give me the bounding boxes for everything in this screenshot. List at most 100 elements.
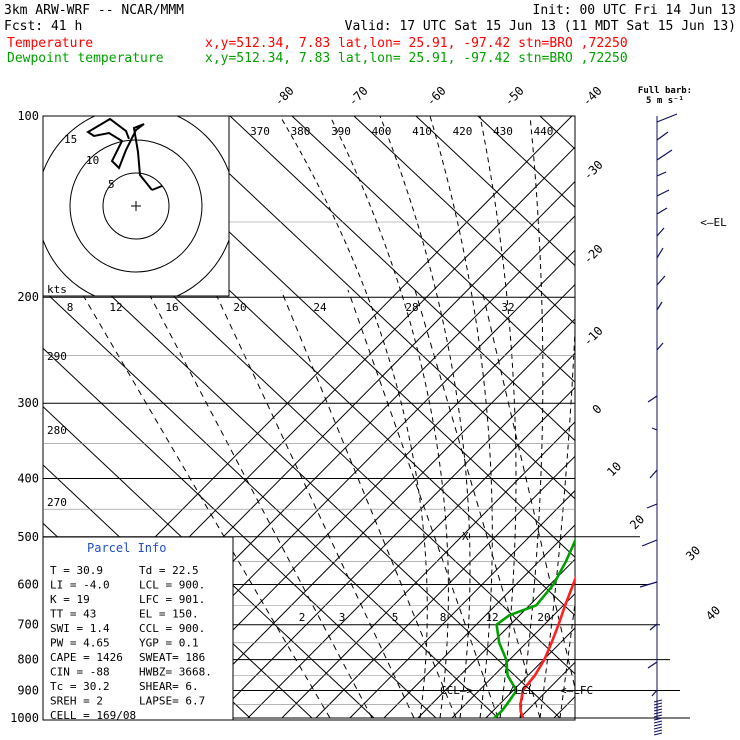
parcel-crossing-marker: X xyxy=(462,530,469,543)
parcel-row-right: EL = 150. xyxy=(139,608,199,621)
dry-adiabat-line xyxy=(43,231,561,719)
isotherm-right-label: 0 xyxy=(590,402,605,417)
wind-barb-surface xyxy=(653,729,663,733)
moist-adiabat-line xyxy=(479,116,517,719)
isotherm-line xyxy=(213,352,575,719)
theta-e-label: 410 xyxy=(412,125,432,138)
parcel-row-left: PW = 4.65 xyxy=(50,637,110,650)
dry-adiabat-line xyxy=(415,116,575,267)
mixing-ratio-upper-label: 12 xyxy=(109,301,122,314)
hodograph: 5 10 15 kts xyxy=(42,115,230,297)
wind-barb xyxy=(656,149,673,161)
wind-barb xyxy=(651,689,658,697)
parcel-row-left: CAPE = 1426 xyxy=(50,651,123,664)
parcel-row-left: CIN = -88 xyxy=(50,666,110,679)
wind-barb-surface xyxy=(653,699,663,703)
wind-barb xyxy=(656,227,665,237)
theta-e-label: 380 xyxy=(291,125,311,138)
wind-barb xyxy=(656,301,663,311)
isotherm-right-label: -20 xyxy=(581,242,606,267)
mixing-ratio-upper-label: 32 xyxy=(501,301,514,314)
mixing-ratio-lower-label: 20 xyxy=(537,611,550,624)
wind-barb xyxy=(646,503,658,509)
parcel-row-right: CCL = 900. xyxy=(139,622,205,635)
dewpoint-legend-label: Dewpoint temperature xyxy=(7,51,164,66)
dry-adiabat-line xyxy=(353,116,575,325)
mixing-ratio-lower-label: 8 xyxy=(440,611,447,624)
moist-adiabat-line xyxy=(539,318,575,719)
wind-barb-surface xyxy=(653,723,663,727)
pressure-label-1000: 1000 xyxy=(10,711,39,725)
mixing-ratio-lower-label: 2 xyxy=(299,611,306,624)
parcel-info-panel: Parcel Info T = 30.9 Td = 22.5 LI = -4.0 LC… xyxy=(42,536,234,722)
isotherm-line xyxy=(417,558,575,719)
lfc-marker: <–LFC xyxy=(560,684,593,697)
wind-barb-surface xyxy=(653,705,663,709)
isotherm-right-label: 20 xyxy=(627,512,647,532)
mixing-ratio-upper-label: 20 xyxy=(233,301,246,314)
temperature-legend-label: Temperature xyxy=(7,36,93,51)
header: 3km ARW-WRF -- NCAR/MMM Init: 00 UTC Fri… xyxy=(4,3,736,66)
hodograph-ring-label-15: 15 xyxy=(64,133,77,146)
isotherm-right-label: -10 xyxy=(581,324,606,349)
parcel-row-left: TT = 43 xyxy=(50,608,96,621)
pressure-label-400: 400 xyxy=(17,471,39,485)
parcel-info-box xyxy=(42,536,234,721)
wind-barb-surface xyxy=(653,702,663,706)
dry-adiabat-label: 280 xyxy=(47,424,67,437)
pressure-label-300: 300 xyxy=(17,396,39,410)
isotherm-line xyxy=(315,455,575,719)
wind-barb xyxy=(647,395,658,403)
theta-e-label: 400 xyxy=(372,125,392,138)
mixing-ratio-line xyxy=(213,289,415,719)
moist-adiabat-line xyxy=(329,116,449,719)
wind-barb-surface xyxy=(653,726,663,730)
isotherm-top-label: -70 xyxy=(346,84,371,109)
temperature-legend-info: x,y=512.34, 7.83 lat,lon= 25.91, -97.42 … xyxy=(205,36,628,51)
isotherm-line xyxy=(485,627,575,719)
lcl-marker: /LCL xyxy=(508,684,535,697)
barb-legend-unit: 5 m s⁻¹ xyxy=(646,96,684,106)
parcel-row-left: K = 19 xyxy=(50,593,90,606)
theta-e-label: 440 xyxy=(534,125,554,138)
isotherm-line xyxy=(383,524,575,719)
init-time: Init: 00 UTC Fri 14 Jun 13 xyxy=(533,3,737,18)
parcel-row-left: LI = -4.0 xyxy=(50,579,110,592)
wind-barb xyxy=(656,171,667,177)
parcel-row-right: LFC = 901. xyxy=(139,593,205,606)
dry-adiabat-line xyxy=(664,116,740,718)
dry-adiabat-label: 270 xyxy=(47,496,67,509)
isotherm-line xyxy=(553,695,575,719)
isotherm-line xyxy=(519,661,575,719)
mixing-ratio-lower-label: 12 xyxy=(485,611,498,624)
hodograph-speed-label: kts xyxy=(47,283,67,296)
parcel-row-right: HWBZ= 3668. xyxy=(139,666,212,679)
wind-barb xyxy=(656,275,666,286)
dry-adiabat-label: 290 xyxy=(47,350,67,363)
wind-barb xyxy=(656,131,669,141)
wind-barb-column: Full barb: 5 m s⁻¹ xyxy=(638,86,692,736)
moist-adiabat-line xyxy=(580,116,680,718)
parcel-row-right: LCL = 900. xyxy=(139,579,205,592)
pressure-label-700: 700 xyxy=(17,618,39,632)
theta-e-label: 370 xyxy=(250,125,270,138)
wind-barb-surface xyxy=(653,720,663,724)
parcel-row-left: Tc = 30.2 xyxy=(50,680,110,693)
mixing-ratio-upper-label: 24 xyxy=(313,301,327,314)
dry-adiabat-line xyxy=(43,289,499,719)
dry-adiabat-line xyxy=(477,116,575,208)
valid-time: Valid: 17 UTC Sat 15 Jun 13 (11 MDT Sat … xyxy=(345,19,736,34)
wind-barb xyxy=(639,581,658,588)
dry-adiabat-line xyxy=(539,116,575,150)
parcel-row-right: LAPSE= 6.7 xyxy=(139,695,205,708)
dry-adiabat-line xyxy=(602,116,740,718)
wind-barb xyxy=(649,469,658,479)
theta-e-label: 430 xyxy=(493,125,513,138)
wind-barb-surface xyxy=(653,732,663,736)
wind-barb xyxy=(641,539,658,547)
dewpoint-profile xyxy=(493,537,575,719)
pressure-label-800: 800 xyxy=(17,653,39,667)
isotherm-line xyxy=(281,421,575,719)
